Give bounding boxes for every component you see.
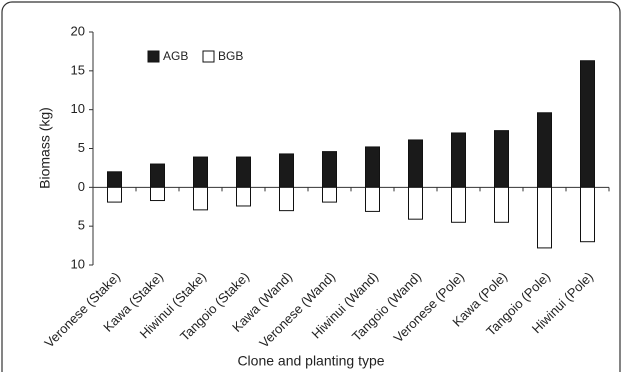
bar (193, 156, 208, 188)
bar (365, 186, 380, 212)
bar (107, 186, 122, 203)
bar (322, 186, 337, 203)
legend-label: BGB (218, 49, 243, 63)
bar (537, 186, 552, 249)
bar (451, 186, 466, 223)
y-tick-label: 15 (71, 62, 85, 77)
bar (580, 60, 595, 188)
bar (150, 186, 165, 202)
y-tick-label: 10 (71, 101, 85, 116)
legend-swatch (147, 50, 160, 63)
bar (408, 186, 423, 220)
bar (365, 146, 380, 188)
y-tick-label: 20 (71, 23, 85, 38)
bar (150, 163, 165, 188)
bar (279, 186, 294, 212)
y-tick-label: 10 (71, 256, 85, 271)
bar (107, 171, 122, 188)
x-tick-label: Veronese (Wand) (256, 269, 338, 351)
x-axis-title: Clone and planting type (237, 353, 384, 369)
bar (494, 186, 509, 223)
bar (322, 151, 337, 188)
bar (451, 132, 466, 188)
y-axis-title: Biomass (kg) (37, 107, 53, 189)
bar (494, 130, 509, 188)
bar (537, 112, 552, 188)
y-tick-label: 0 (78, 179, 85, 194)
bar (236, 156, 251, 188)
y-tick-label: 5 (78, 218, 85, 233)
bar (279, 153, 294, 188)
bar (193, 186, 208, 211)
bar (408, 139, 423, 188)
legend-label: AGB (163, 49, 188, 63)
legend-swatch (202, 50, 215, 63)
x-tick-label: Veronese (Stake) (41, 269, 123, 351)
bar (580, 186, 595, 243)
bar (236, 186, 251, 207)
y-tick-label: 5 (78, 140, 85, 155)
